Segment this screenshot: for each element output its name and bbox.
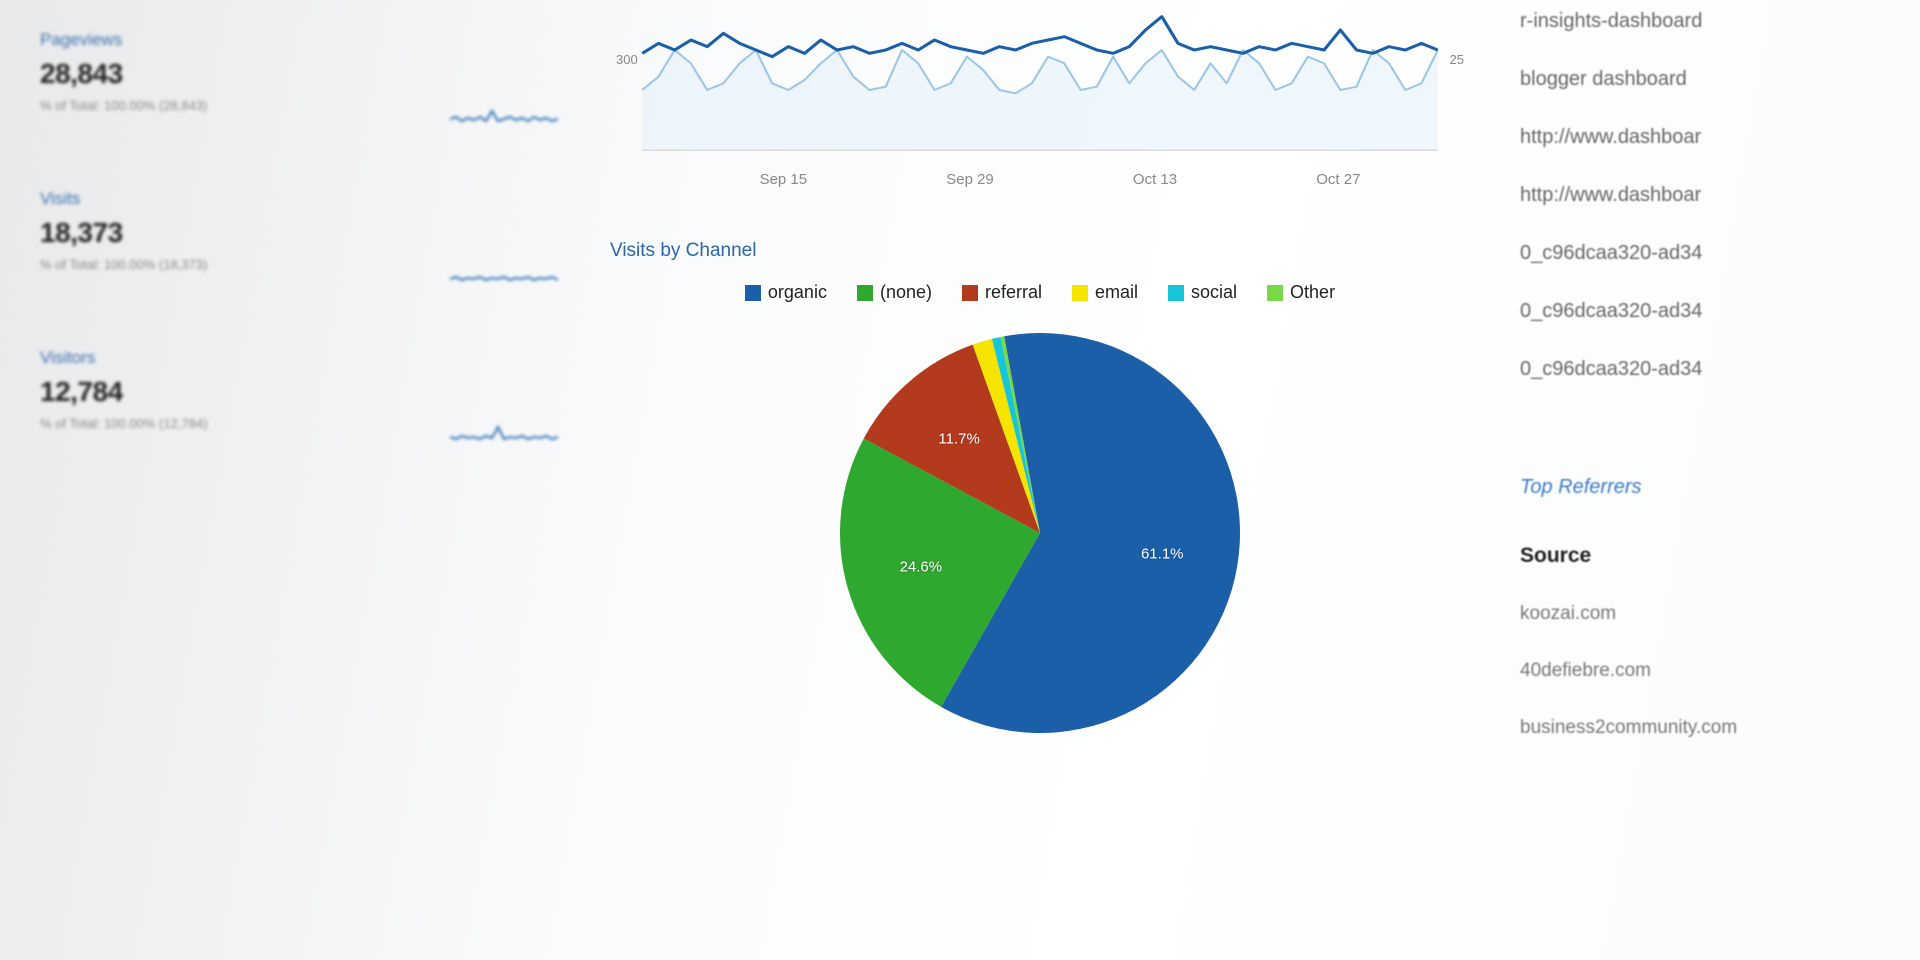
analytics-dashboard: Pageviews 28,843 % of Total: 100.00% (28… <box>0 0 1920 960</box>
stat-card-visitors[interactable]: Visitors 12,784 % of Total: 100.00% (12,… <box>40 348 560 447</box>
stats-sidebar: Pageviews 28,843 % of Total: 100.00% (28… <box>0 0 580 960</box>
x-tick: Oct 27 <box>1316 171 1360 188</box>
legend-label: referral <box>985 282 1042 303</box>
y-axis-left-label: 300 <box>616 52 638 67</box>
legend-swatch-icon <box>857 285 873 301</box>
y-axis-right-label: 25 <box>1450 52 1464 67</box>
list-item[interactable]: blogger dashboard <box>1520 68 1900 91</box>
legend-swatch-icon <box>1072 285 1088 301</box>
legend-swatch-icon <box>1168 285 1184 301</box>
right-sidebar: r-insights-dashboard blogger dashboard h… <box>1500 0 1920 960</box>
pie-chart[interactable]: 61.1% 24.6% 11.7% <box>830 323 1250 743</box>
section-title-visits-by-channel: Visits by Channel <box>610 240 1470 262</box>
legend-item[interactable]: (none) <box>857 282 932 303</box>
legend-swatch-icon <box>745 285 761 301</box>
list-item[interactable]: business2community.com <box>1520 717 1900 739</box>
pie-slice-label: 61.1% <box>1141 545 1184 562</box>
legend-item[interactable]: email <box>1072 282 1138 303</box>
legend-swatch-icon <box>962 285 978 301</box>
list-item[interactable]: http://www.dashboar <box>1520 126 1900 149</box>
sparkline-icon <box>450 419 560 447</box>
legend-item[interactable]: organic <box>745 282 827 303</box>
list-item[interactable]: 0_c96dcaa320-ad34 <box>1520 242 1900 265</box>
stat-card-visits[interactable]: Visits 18,373 % of Total: 100.00% (18,37… <box>40 189 560 288</box>
list-item[interactable]: 40defiebre.com <box>1520 660 1900 682</box>
column-header-source: Source <box>1520 544 1900 568</box>
x-tick: Oct 13 <box>1133 171 1177 188</box>
x-axis-ticks: Sep 15 Sep 29 Oct 13 Oct 27 <box>610 165 1470 188</box>
list-item[interactable]: http://www.dashboar <box>1520 184 1900 207</box>
stat-label: Visitors <box>40 348 560 368</box>
x-tick: Sep 15 <box>760 171 808 188</box>
pie-legend: organic (none) referral email social Other <box>610 282 1470 303</box>
pie-slice-label: 11.7% <box>938 431 979 448</box>
stat-value: 28,843 <box>40 58 560 90</box>
legend-label: Other <box>1290 282 1335 303</box>
stat-card-pageviews[interactable]: Pageviews 28,843 % of Total: 100.00% (28… <box>40 30 560 129</box>
timeline-svg <box>610 0 1470 160</box>
list-item[interactable]: 0_c96dcaa320-ad34 <box>1520 358 1900 381</box>
legend-label: (none) <box>880 282 932 303</box>
main-panel: 300 25 Sep 15 Sep 29 Oct 13 Oct 27 Visit… <box>580 0 1500 960</box>
stat-value: 18,373 <box>40 217 560 249</box>
legend-label: email <box>1095 282 1138 303</box>
sparkline-icon <box>450 101 560 129</box>
x-tick: Sep 29 <box>946 171 994 188</box>
stat-value: 12,784 <box>40 376 560 408</box>
section-title-top-referrers: Top Referrers <box>1520 476 1900 499</box>
pie-slice-label: 24.6% <box>900 559 943 576</box>
stat-label: Pageviews <box>40 30 560 50</box>
legend-label: social <box>1191 282 1237 303</box>
stat-label: Visits <box>40 189 560 209</box>
sparkline-icon <box>450 260 560 288</box>
legend-swatch-icon <box>1267 285 1283 301</box>
timeline-chart[interactable]: 300 25 Sep 15 Sep 29 Oct 13 Oct 27 <box>610 0 1470 200</box>
list-item[interactable]: koozai.com <box>1520 603 1900 625</box>
list-item[interactable]: 0_c96dcaa320-ad34 <box>1520 300 1900 323</box>
legend-label: organic <box>768 282 827 303</box>
pie-svg <box>830 323 1250 743</box>
legend-item[interactable]: referral <box>962 282 1042 303</box>
legend-item[interactable]: Other <box>1267 282 1335 303</box>
legend-item[interactable]: social <box>1168 282 1237 303</box>
list-item[interactable]: r-insights-dashboard <box>1520 10 1900 33</box>
